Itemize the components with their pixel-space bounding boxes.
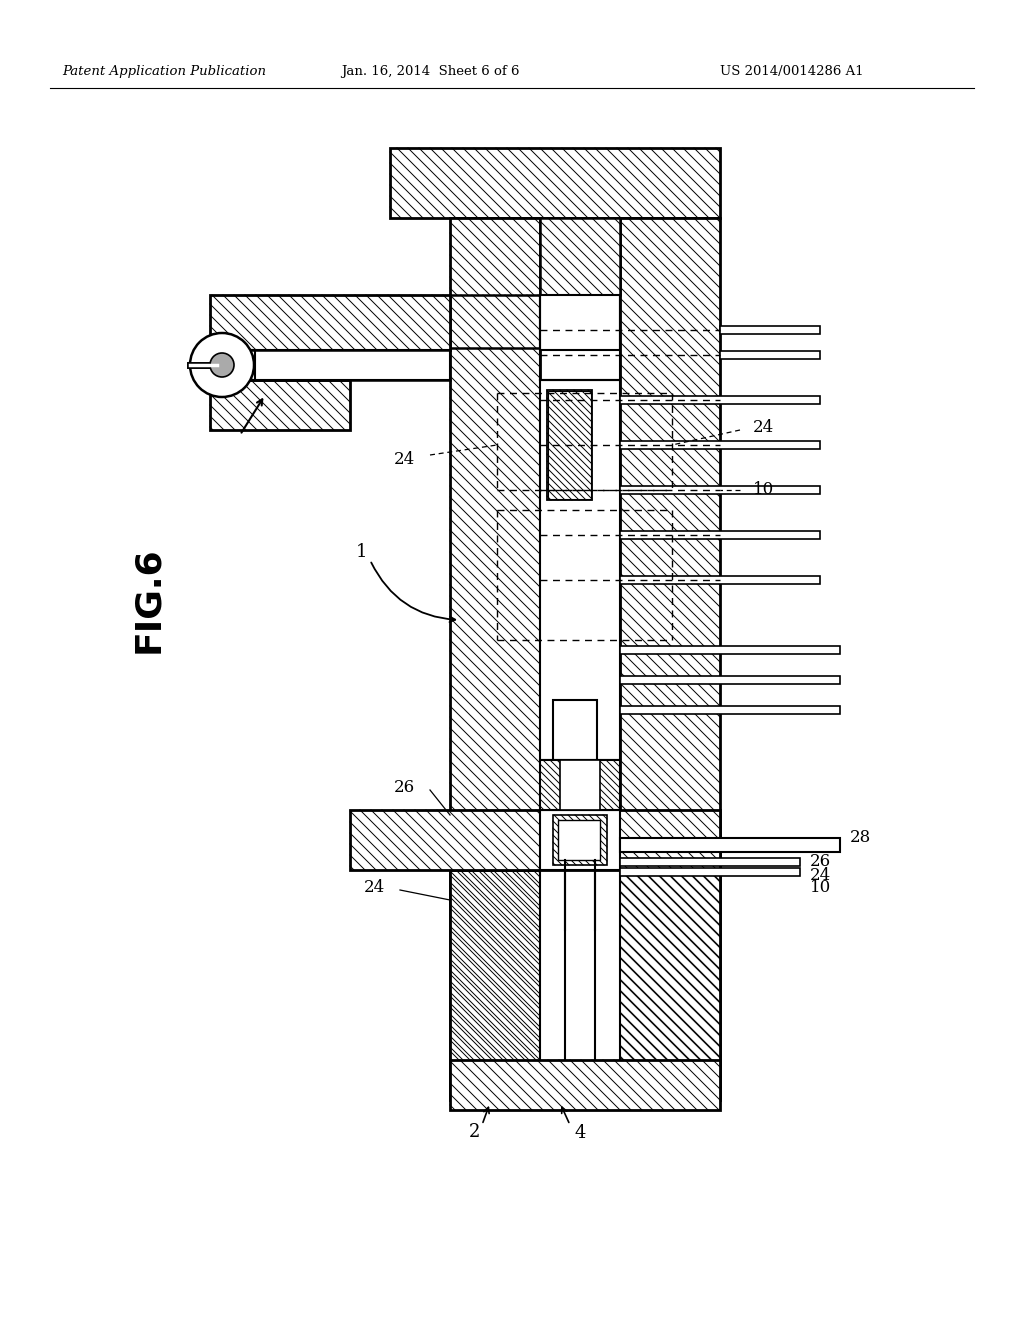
- Bar: [620, 441, 820, 449]
- Bar: [620, 869, 800, 876]
- Bar: [210, 294, 450, 350]
- Bar: [620, 218, 720, 1100]
- Bar: [620, 676, 840, 684]
- Bar: [620, 396, 820, 404]
- Bar: [548, 391, 591, 499]
- Circle shape: [210, 352, 234, 378]
- Bar: [720, 351, 820, 359]
- Bar: [450, 870, 720, 1100]
- Text: 24: 24: [364, 879, 385, 895]
- Bar: [620, 486, 820, 494]
- Bar: [210, 380, 350, 430]
- Text: 26: 26: [810, 854, 831, 870]
- Text: 28: 28: [850, 829, 871, 846]
- Bar: [553, 700, 597, 760]
- Bar: [720, 326, 820, 334]
- Bar: [350, 810, 720, 870]
- Text: FIG.6: FIG.6: [131, 546, 165, 653]
- Text: Jan. 16, 2014  Sheet 6 of 6: Jan. 16, 2014 Sheet 6 of 6: [341, 66, 519, 78]
- Bar: [560, 760, 600, 810]
- Text: 24: 24: [810, 866, 831, 883]
- Bar: [540, 218, 620, 294]
- Text: 10: 10: [753, 482, 774, 499]
- Bar: [450, 294, 540, 348]
- Bar: [210, 350, 255, 380]
- Bar: [620, 576, 820, 583]
- Bar: [540, 810, 620, 870]
- Text: 24: 24: [753, 418, 774, 436]
- Bar: [620, 838, 840, 851]
- Bar: [620, 706, 840, 714]
- Text: 26: 26: [394, 779, 415, 796]
- Bar: [553, 814, 607, 865]
- Text: US 2014/0014286 A1: US 2014/0014286 A1: [720, 66, 863, 78]
- Circle shape: [190, 333, 254, 397]
- Bar: [390, 148, 720, 218]
- Text: 1: 1: [356, 543, 368, 561]
- Bar: [620, 531, 820, 539]
- Bar: [540, 870, 620, 1100]
- Bar: [620, 645, 840, 653]
- Text: 24: 24: [394, 451, 415, 469]
- Bar: [547, 389, 592, 500]
- Text: 4: 4: [574, 1125, 586, 1142]
- Text: Patent Application Publication: Patent Application Publication: [62, 66, 266, 78]
- Bar: [558, 820, 600, 861]
- Bar: [540, 760, 620, 810]
- Bar: [210, 350, 450, 380]
- Bar: [540, 294, 620, 350]
- Bar: [450, 1060, 720, 1110]
- Text: 10: 10: [810, 879, 831, 896]
- Bar: [450, 218, 540, 1100]
- Bar: [620, 858, 800, 866]
- Bar: [540, 380, 620, 760]
- Text: 2: 2: [468, 1123, 479, 1140]
